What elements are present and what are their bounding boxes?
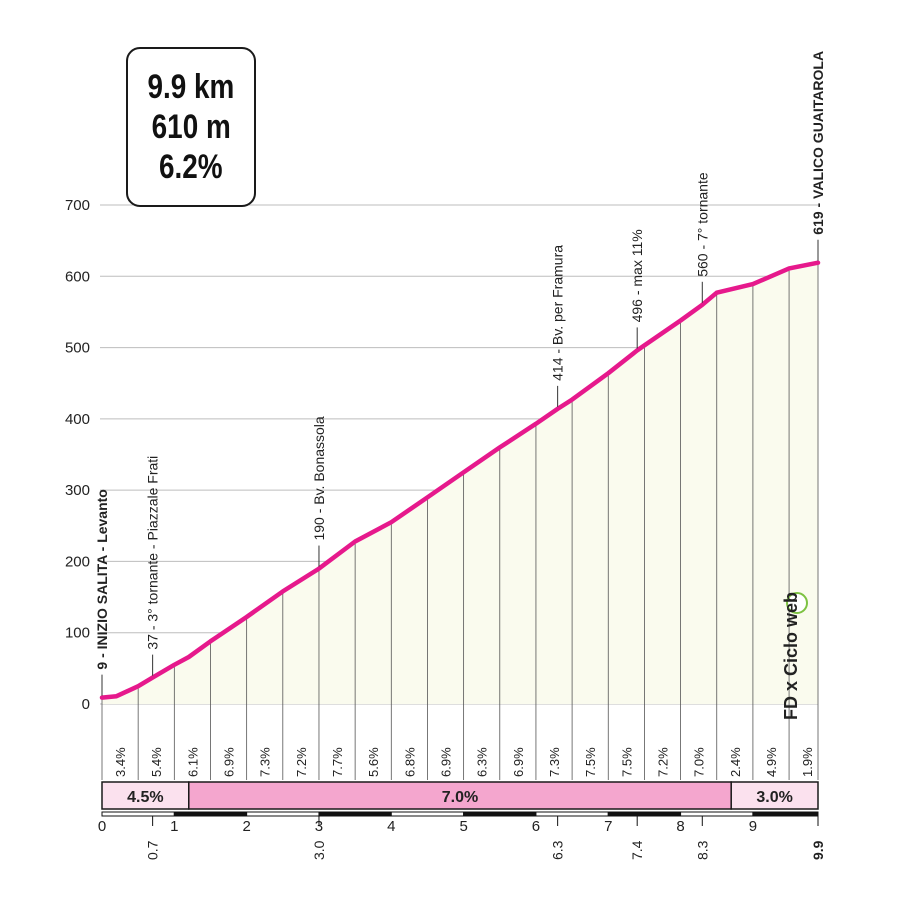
km-gradient-label: 5.6%	[366, 747, 381, 777]
distance-value: 9.9 km	[147, 68, 235, 106]
waypoint-distance-label: 9.9	[810, 840, 826, 860]
waypoint-label: 496 - max 11%	[629, 229, 645, 322]
y-tick-label: 100	[65, 625, 90, 642]
average-gradient-value: 6.2%	[159, 148, 223, 186]
waypoint-distance-label: 7.4	[629, 840, 645, 860]
waypoint-distance-label: 8.3	[694, 840, 710, 860]
km-gradient-label: 7.0%	[692, 747, 707, 777]
x-tick-label: 3	[315, 818, 323, 835]
x-tick-label: 7	[604, 818, 612, 835]
km-gradient-label: 6.8%	[402, 747, 417, 777]
logo-web-badge	[786, 592, 808, 614]
profile-fill	[102, 262, 818, 704]
x-axis: 0 1 2 3 4 5 6 7 8 9 0.7 3.0 6.3 7.4 8.3 9.9	[98, 811, 826, 860]
segment-bar	[188, 781, 732, 810]
x-axis-scale-band	[246, 811, 320, 817]
waypoint-label: 9 - INIZIO SALITA - Levanto	[94, 489, 110, 669]
km-gradient-label: 7.2%	[656, 747, 671, 777]
segment-label: 7.0%	[442, 789, 478, 806]
km-gradient-label: 7.3%	[547, 747, 562, 777]
x-axis-scale-band	[535, 811, 609, 817]
x-tick-label: 5	[459, 818, 467, 835]
y-tick-label: 0	[82, 696, 90, 713]
waypoint-label: 190 - Bv. Bonassola	[311, 416, 327, 540]
x-axis-scale-band	[680, 811, 754, 817]
segment-bar	[730, 781, 819, 810]
brand-logo: FD x Ciclo web	[781, 592, 808, 720]
km-gradient-label: 6.9%	[511, 747, 526, 777]
waypoint-label: 619 - VALICO GUAITAROLA	[810, 51, 826, 235]
y-tick-label: 500	[65, 340, 90, 357]
segment-bar	[101, 781, 190, 810]
waypoint-label: 414 - Bv. per Framura	[550, 245, 566, 381]
gradient-segments: 4.5% 7.0% 3.0%	[101, 781, 819, 810]
profile-line	[99, 260, 821, 700]
km-gradient-label: 1.9%	[800, 747, 815, 777]
waypoint-label: 37 - 3° tornante - Piazzale Frati	[145, 456, 161, 650]
y-axis-ticks: 0 100 200 300 400 500 600 700	[65, 197, 90, 713]
x-tick-label: 1	[170, 818, 178, 835]
y-tick-label: 200	[65, 553, 90, 570]
km-markers	[101, 262, 819, 780]
km-gradient-label: 7.2%	[294, 747, 309, 777]
x-tick-label: 2	[242, 818, 250, 835]
km-gradient-label: 3.4%	[113, 747, 128, 777]
x-axis-scale-band	[752, 811, 819, 817]
km-gradient-label: 5.4%	[149, 747, 164, 777]
x-axis-scale-band	[101, 811, 175, 817]
summary-box: 9.9 km 610 m 6.2%	[126, 47, 256, 207]
km-gradient-label: 6.3%	[475, 747, 490, 777]
km-gradient-label: 2.4%	[728, 747, 743, 777]
km-gradient-label: 4.9%	[764, 747, 779, 777]
km-gradient-label: 6.9%	[439, 747, 454, 777]
km-gradient-label: 6.9%	[222, 747, 237, 777]
km-gradient-label: 7.5%	[583, 747, 598, 777]
y-tick-label: 700	[65, 197, 90, 214]
profile-area	[102, 262, 818, 704]
x-axis-scale-band	[318, 811, 392, 817]
km-gradient-label: 7.5%	[619, 747, 634, 777]
waypoint-label: 560 - 7° tornante	[694, 172, 710, 277]
km-gradient-label: 6.1%	[185, 747, 200, 777]
x-tick-label: 4	[387, 818, 395, 835]
logo-text: FD x Ciclo web	[781, 592, 801, 720]
km-gradient-label: 7.3%	[258, 747, 273, 777]
x-tick-label: 0	[98, 818, 106, 835]
x-axis-scale-band	[173, 811, 248, 817]
profile-line-group	[99, 260, 821, 700]
waypoint-labels: 9 - INIZIO SALITA - Levanto 37 - 3° torna…	[94, 51, 826, 696]
km-gradient-label: 7.7%	[330, 747, 345, 777]
x-axis-scale-band	[607, 811, 682, 817]
y-tick-label: 300	[65, 482, 90, 499]
y-tick-label: 600	[65, 268, 90, 285]
x-axis-scale-band	[463, 811, 537, 817]
waypoint-distance-label: 0.7	[145, 840, 161, 860]
km-gradient-labels: 3.4% 5.4% 6.1% 6.9% 7.3% 7.2% 7.7% 5.6% 6.8% 6.9%…	[113, 747, 815, 777]
x-axis-scale-band	[390, 811, 465, 817]
waypoint-distance-label: 3.0	[311, 840, 327, 860]
x-tick-label: 6	[532, 818, 540, 835]
x-tick-label: 9	[749, 818, 757, 835]
x-tick-label: 8	[676, 818, 684, 835]
elevation-gain-value: 610 m	[151, 108, 231, 146]
segment-label: 4.5%	[127, 789, 163, 806]
segment-label: 3.0%	[756, 789, 792, 806]
y-tick-label: 400	[65, 411, 90, 428]
waypoint-distance-label: 6.3	[550, 840, 566, 860]
